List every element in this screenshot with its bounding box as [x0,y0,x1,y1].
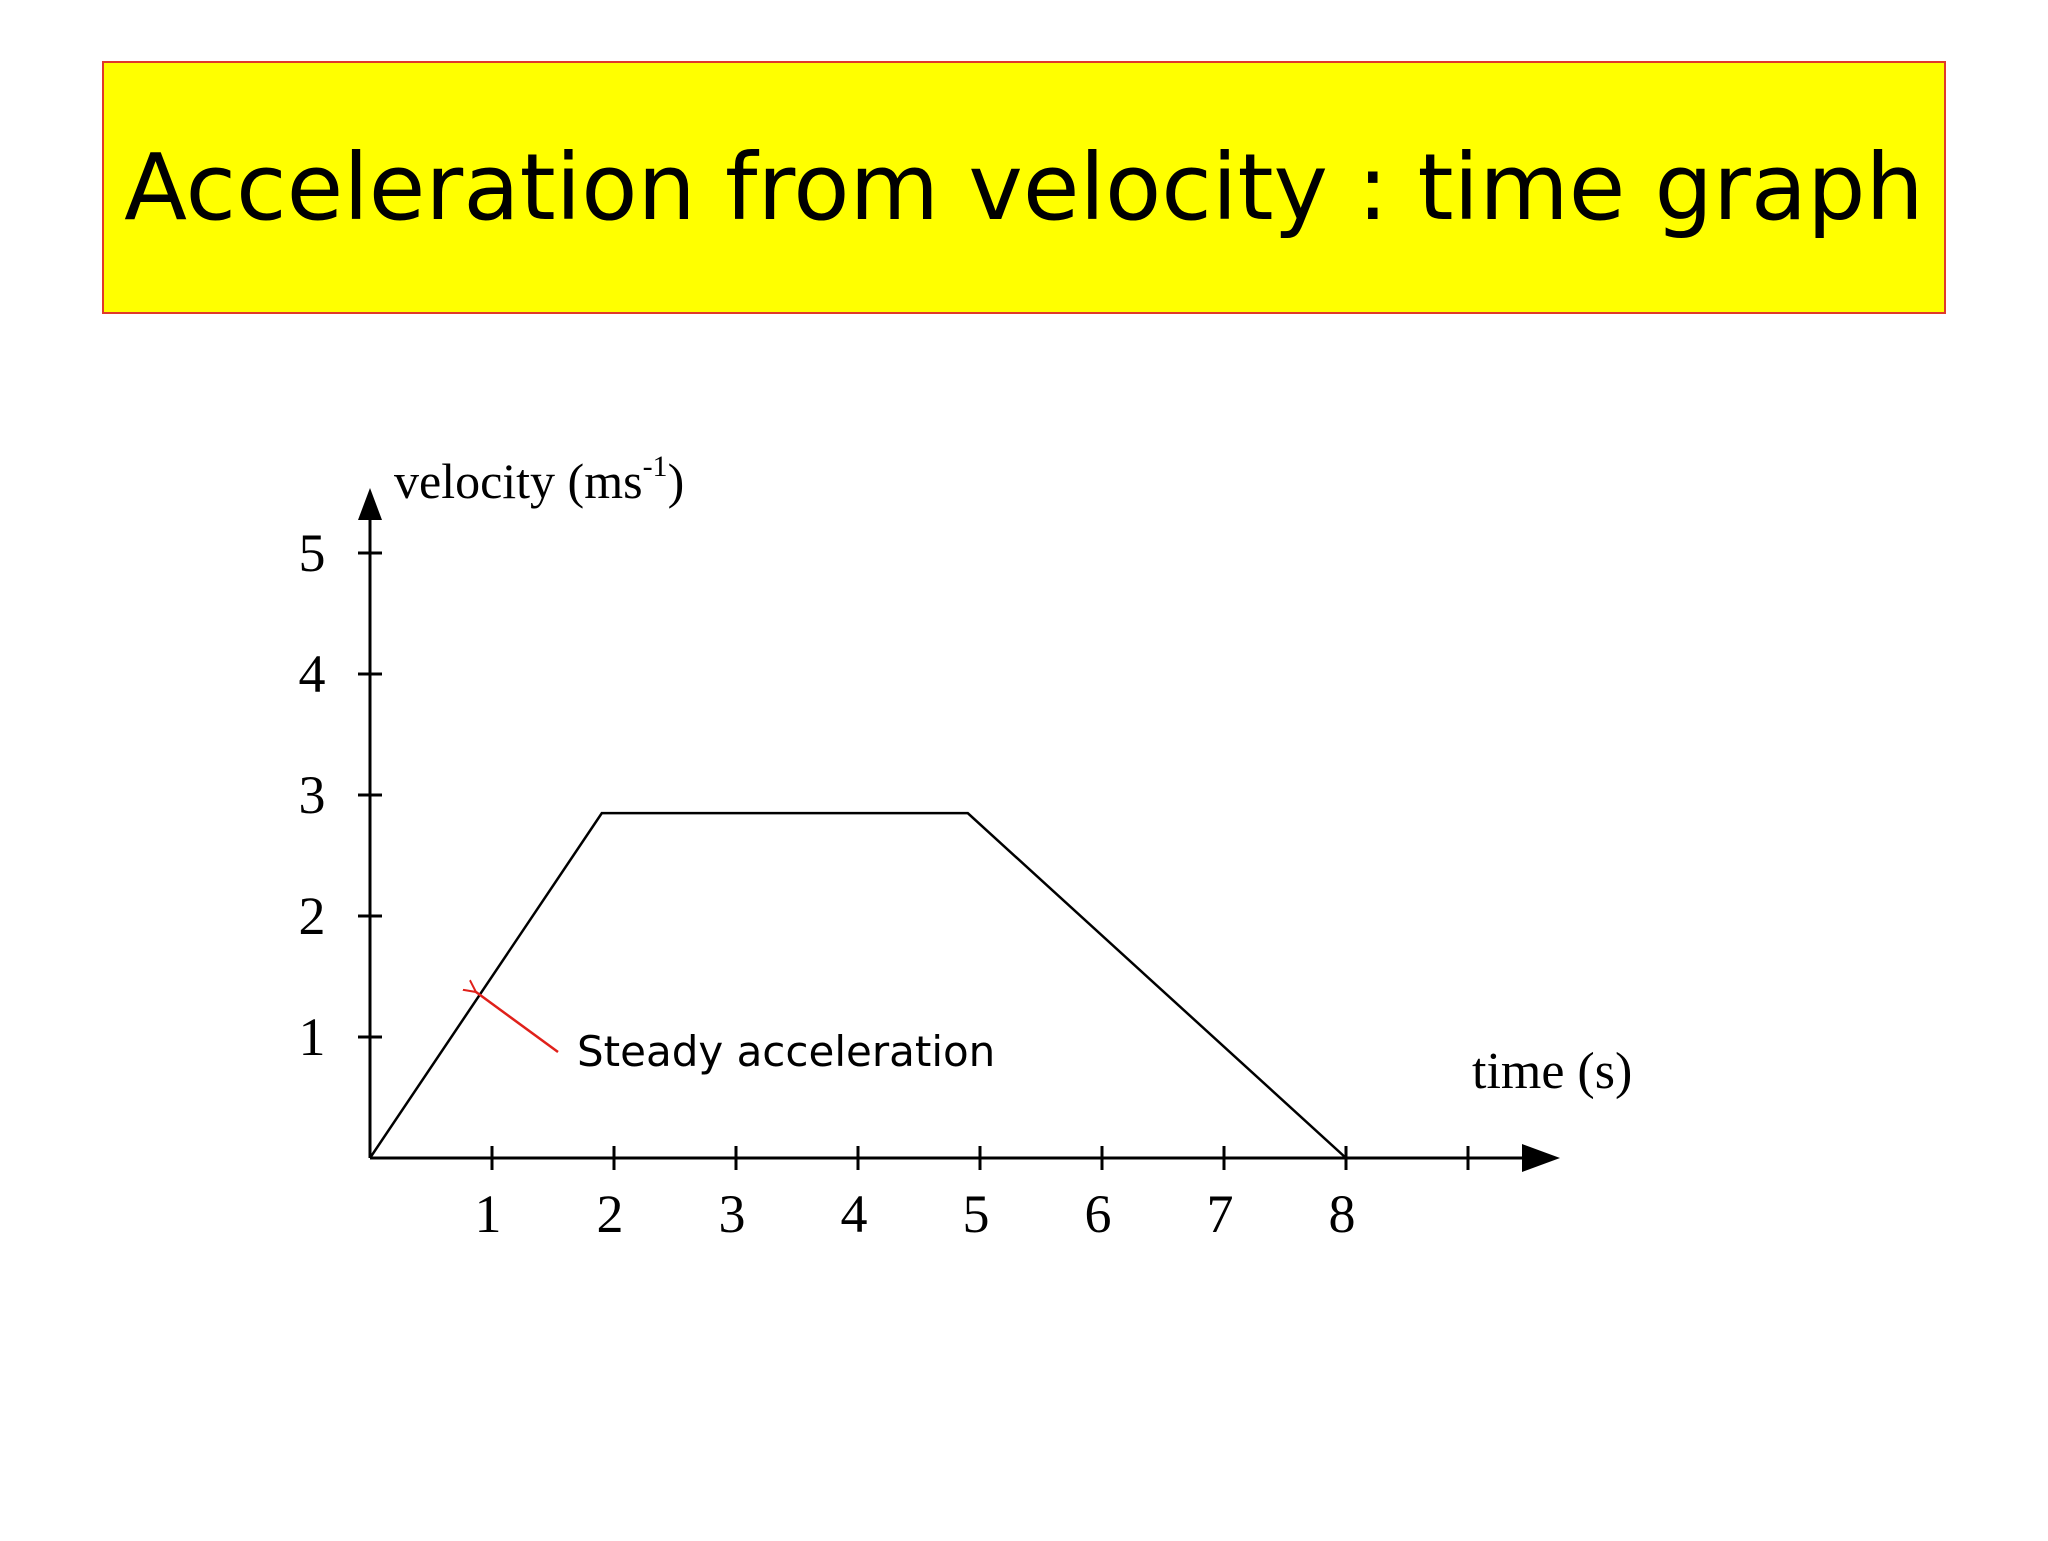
x-tick-label: 4 [841,1184,868,1244]
y-tick-label: 1 [299,1007,326,1067]
x-ticks: 1 2 3 4 5 6 7 8 [475,1146,1470,1244]
annotation-label: Steady acceleration [577,1027,995,1076]
x-tick-label: 8 [1329,1184,1356,1244]
series-layer [368,811,1347,1159]
y-axis-label-superscript: -1 [643,450,668,483]
y-tick-label: 5 [299,523,326,583]
x-tick-label: 3 [719,1184,746,1244]
x-axis-label: time (s) [1472,1043,1632,1100]
x-tick-label: 6 [1085,1184,1112,1244]
y-ticks: 1 2 3 4 5 [299,523,382,1067]
y-tick-label: 2 [299,886,326,946]
x-tick-label: 2 [597,1184,624,1244]
annotation-arrow [476,992,559,1054]
y-axis-label-close: ) [668,453,685,509]
y-axis-label: velocity (ms-1) [394,450,684,509]
x-tick-label: 7 [1207,1184,1234,1244]
y-axis-label-main: velocity (ms [394,453,643,509]
x-axis-arrowhead [1522,1144,1560,1172]
y-tick-label: 4 [299,644,326,704]
velocity-series-line [368,811,1347,1159]
title-box: Acceleration from velocity : time graph [102,61,1946,314]
x-tick-label: 5 [963,1184,990,1244]
y-axis-arrowhead [358,488,382,520]
x-tick-label: 1 [475,1184,502,1244]
slide-title: Acceleration from velocity : time graph [124,134,1924,241]
y-tick-label: 3 [299,765,326,825]
